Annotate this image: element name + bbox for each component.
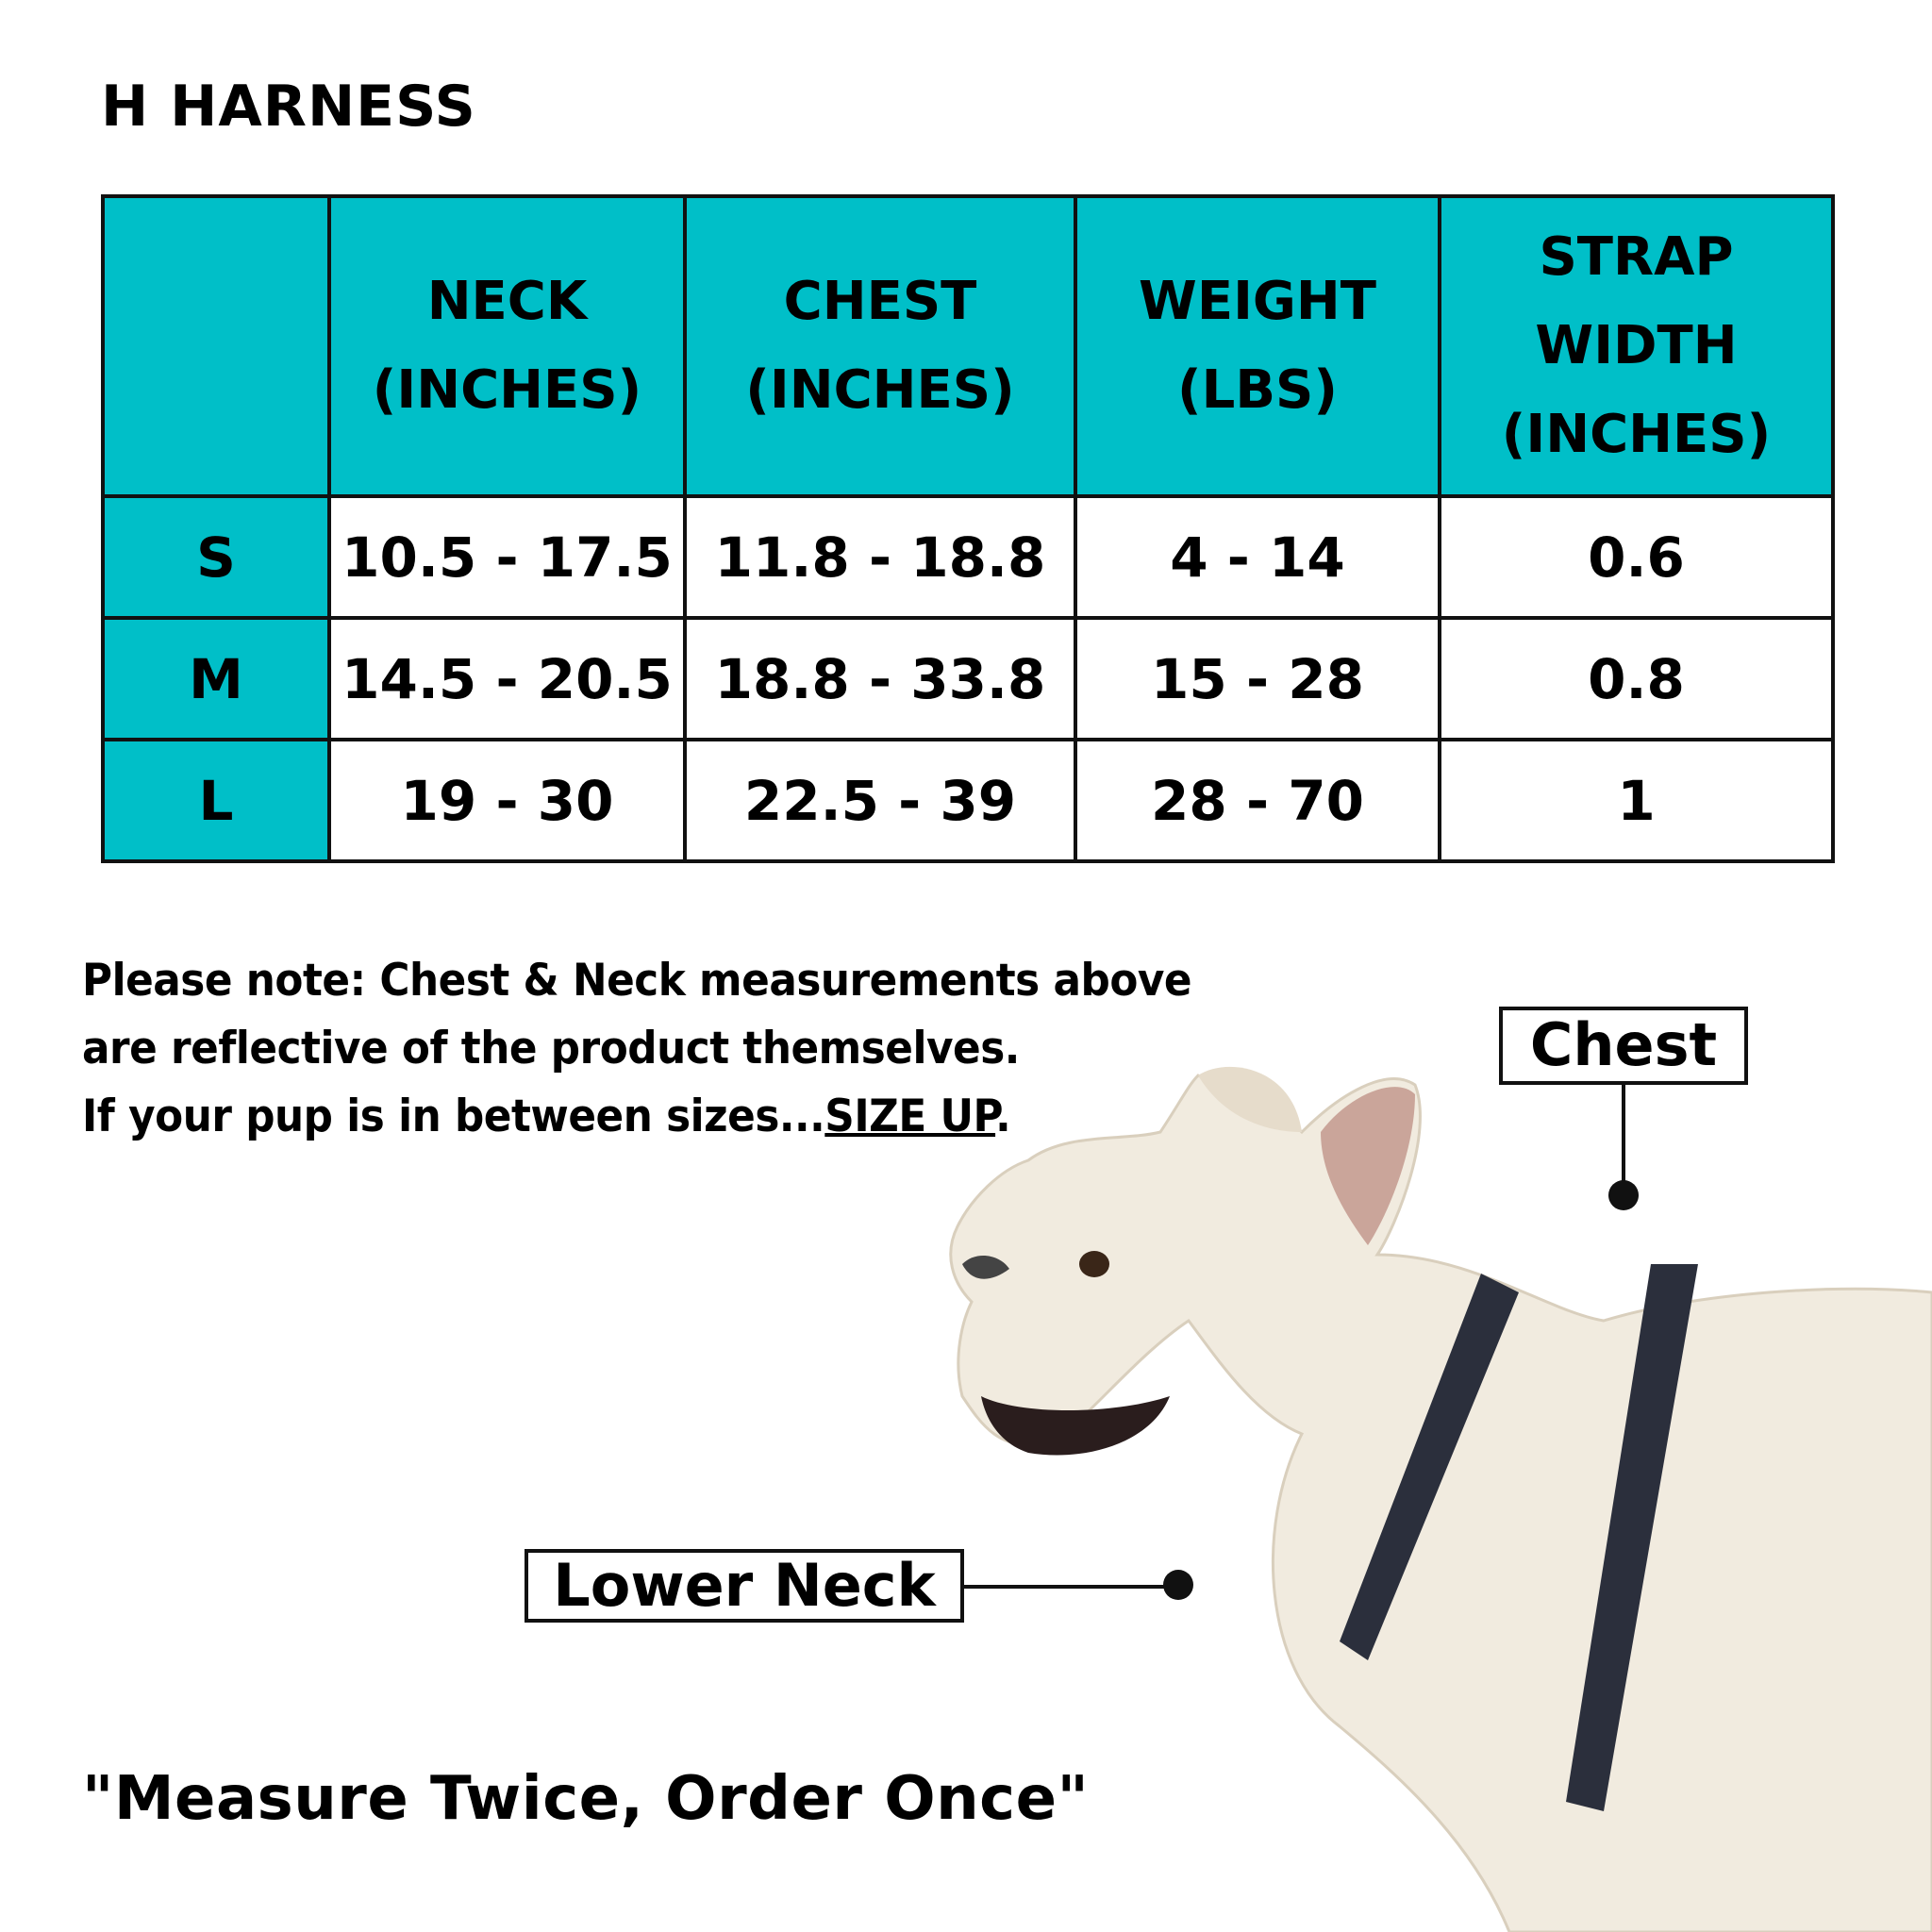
chest-label: Chest	[1499, 1007, 1748, 1085]
tagline-quote: "Measure Twice, Order Once"	[82, 1764, 1090, 1834]
neck-pointer-dot	[1163, 1570, 1193, 1600]
note-line-1: Please note: Chest & Neck measurements a…	[82, 955, 1192, 1007]
size-cell: S	[101, 494, 331, 620]
table-row: L 19 - 30 22.5 - 39 28 - 70 1	[101, 738, 1835, 863]
strap-cell: 1	[1438, 738, 1835, 863]
strap-cell: 0.8	[1438, 616, 1835, 741]
header-strap-width: STRAP WIDTH (INCHES)	[1438, 194, 1835, 498]
table-row: S 10.5 - 17.5 11.8 - 18.8 4 - 14 0.6	[101, 494, 1835, 620]
strap-cell: 0.6	[1438, 494, 1835, 620]
chest-cell: 11.8 - 18.8	[683, 494, 1077, 620]
dog-photo	[949, 1066, 1932, 1932]
chest-cell: 18.8 - 33.8	[683, 616, 1077, 741]
header-chest: CHEST (INCHES)	[683, 194, 1077, 498]
weight-cell: 28 - 70	[1074, 738, 1441, 863]
sizing-note: Please note: Chest & Neck measurements a…	[82, 947, 1192, 1151]
table-header-row: NECK (INCHES) CHEST (INCHES) WEIGHT (LBS…	[101, 194, 1835, 498]
header-size	[101, 194, 331, 498]
note-line-2: are reflective of the product themselves…	[82, 1023, 1020, 1074]
neck-cell: 14.5 - 20.5	[327, 616, 687, 741]
weight-cell: 4 - 14	[1074, 494, 1441, 620]
size-cell: L	[101, 738, 331, 863]
weight-cell: 15 - 28	[1074, 616, 1441, 741]
neck-cell: 19 - 30	[327, 738, 687, 863]
page-title: H HARNESS	[101, 74, 476, 140]
note-line-3-text: If your pup is in between sizes...	[82, 1091, 825, 1142]
note-line-3: If your pup is in between sizes...SIZE U…	[82, 1083, 1191, 1151]
size-up-emphasis: SIZE UP	[824, 1091, 996, 1142]
header-neck: NECK (INCHES)	[327, 194, 687, 498]
lower-neck-label: Lower Neck	[525, 1549, 964, 1623]
note-end: .	[995, 1091, 1011, 1142]
chest-cell: 22.5 - 39	[683, 738, 1077, 863]
chest-pointer-dot	[1608, 1180, 1639, 1210]
neck-cell: 10.5 - 17.5	[327, 494, 687, 620]
header-weight: WEIGHT (LBS)	[1074, 194, 1441, 498]
size-chart-table: NECK (INCHES) CHEST (INCHES) WEIGHT (LBS…	[101, 194, 1835, 863]
size-cell: M	[101, 616, 331, 741]
table-row: M 14.5 - 20.5 18.8 - 33.8 15 - 28 0.8	[101, 616, 1835, 741]
